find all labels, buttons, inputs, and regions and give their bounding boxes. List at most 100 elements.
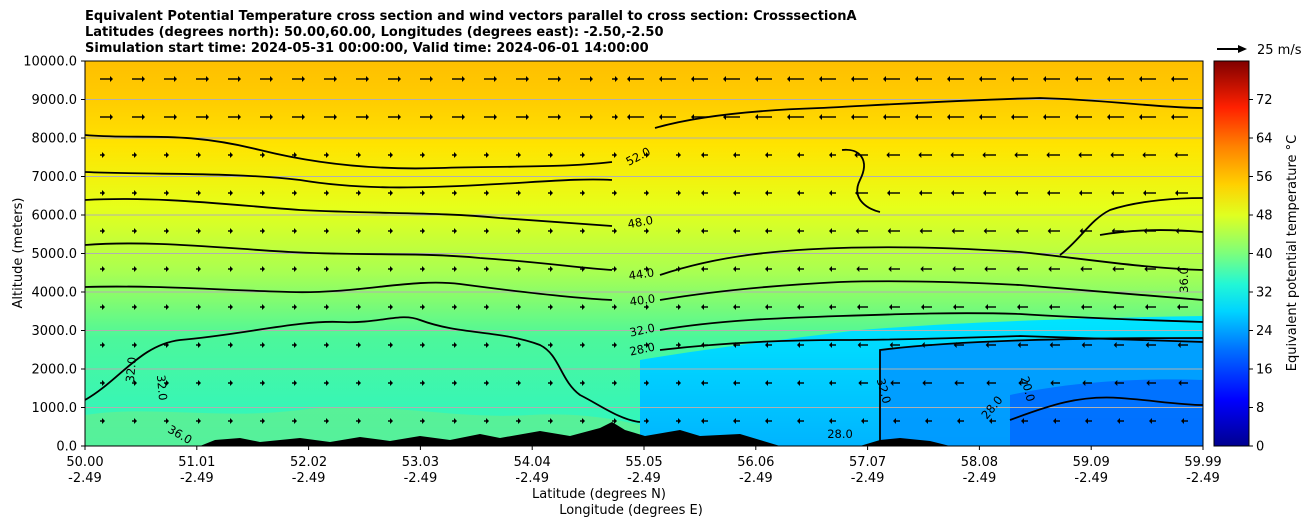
wind-vector-head: [701, 380, 704, 386]
wind-vector-head: [888, 266, 892, 272]
wind-vector-head: [646, 342, 649, 348]
wind-vector-head: [398, 76, 401, 82]
wind-vector-head: [979, 76, 982, 82]
x-tick-label-lat: 50.00: [66, 455, 103, 470]
wind-vector-head: [1171, 76, 1174, 82]
x-tick-label-lon: -2.49: [404, 471, 438, 486]
wind-vector-head: [797, 190, 800, 196]
wind-vector-head: [294, 342, 297, 348]
wind-vector-head: [550, 304, 553, 310]
wind-vector-head: [326, 190, 329, 196]
x-tick-label-lat: 55.05: [625, 455, 662, 470]
wind-vector-head: [691, 114, 694, 120]
wind-vector-head: [390, 304, 393, 310]
wind-vector-head: [797, 152, 800, 158]
wind-vector-head: [486, 380, 489, 386]
wind-vector-head: [646, 152, 649, 158]
wind-vector-head: [883, 76, 886, 82]
wind-vector-head: [422, 418, 425, 424]
wind-vector-head: [951, 228, 955, 234]
wind-vector-head: [454, 152, 457, 158]
wind-vector-head: [678, 228, 681, 234]
wind-vector-head: [851, 114, 854, 120]
wind-vector-head: [886, 152, 890, 158]
wind-vector-head: [678, 342, 681, 348]
cold-core-deep: [1010, 379, 1203, 446]
wind-vector-head: [1177, 304, 1180, 310]
colorbar-tick-label: 48: [1256, 209, 1273, 224]
wind-vector-head: [887, 228, 891, 234]
wind-vector-head: [1016, 266, 1020, 272]
wind-vector-head: [1111, 228, 1115, 234]
contour-line: [85, 316, 641, 423]
wind-vector-head: [582, 152, 585, 158]
wind-vector-head: [1111, 190, 1114, 196]
wind-vector-head: [326, 304, 329, 310]
wind-vector-head: [142, 114, 145, 120]
wind-vector-head: [422, 342, 425, 348]
contour-line: [1099, 229, 1203, 236]
wind-vector-head: [678, 152, 681, 158]
wind-vector-head: [1114, 380, 1118, 386]
grid-lines: [85, 61, 1203, 446]
wind-vector-head: [102, 342, 105, 348]
wind-vector-head: [1112, 266, 1116, 272]
y-tick-label: 1000.0: [32, 401, 78, 416]
wind-vector-head: [486, 342, 489, 348]
wind-vector-head: [262, 266, 265, 272]
wind-vector-head: [915, 76, 918, 82]
wind-vector-head: [326, 152, 329, 158]
contour-line: [1009, 396, 1203, 421]
wind-vector-head: [518, 380, 521, 386]
wind-vector-head: [326, 418, 329, 424]
colorbar-tick-label: 40: [1256, 247, 1273, 262]
wind-vector-head: [518, 418, 521, 424]
wind-vector-head: [919, 228, 923, 234]
colorbar-tick-label: 24: [1256, 324, 1273, 339]
wind-vector-head: [390, 380, 393, 386]
wind-vector-head: [615, 76, 618, 82]
wind-vector-head: [922, 380, 926, 386]
wind-vector-head: [947, 114, 950, 120]
wind-vector-head: [921, 342, 925, 348]
wind-vector-head: [1171, 114, 1174, 120]
wind-vector-head: [1139, 114, 1142, 120]
y-tick-label: 9000.0: [32, 93, 78, 108]
wind-vector-head: [1181, 418, 1184, 424]
wind-vector-head: [334, 114, 337, 120]
wind-vector-head: [518, 228, 521, 234]
wind-vector-head: [454, 266, 457, 272]
wind-vector-head: [953, 342, 957, 348]
wind-vector-head: [550, 380, 553, 386]
wind-vector-head: [262, 152, 265, 158]
wind-vector-head: [614, 342, 617, 348]
wind-vector-head: [733, 418, 736, 424]
wind-vector-head: [986, 380, 990, 386]
wind-vector-head: [358, 380, 361, 386]
wind-vector-head: [486, 152, 489, 158]
wind-vector-head: [198, 228, 201, 234]
wind-vector-head: [646, 418, 649, 424]
x-tick-label-lat: 53.03: [402, 455, 439, 470]
wind-vector-head: [701, 342, 704, 348]
wind-vector-head: [678, 380, 681, 386]
wind-vector-head: [1176, 266, 1180, 272]
wind-vector-head: [486, 266, 489, 272]
wind-vector-head: [1145, 304, 1148, 310]
wind-vector-head: [142, 76, 145, 82]
x-tick-label-lat: 57.07: [849, 455, 886, 470]
wind-vector-head: [358, 304, 361, 310]
wind-vector-head: [294, 190, 297, 196]
wind-vector-head: [230, 380, 233, 386]
colorbar-tick-label: 72: [1256, 93, 1273, 108]
wind-vector-head: [678, 304, 681, 310]
wind-vector-head: [819, 114, 822, 120]
wind-vector-head: [518, 152, 521, 158]
wind-vector-head: [302, 76, 305, 82]
contour-line: [654, 97, 1203, 129]
wind-vector-head: [1053, 418, 1056, 424]
wind-vector-head: [1149, 418, 1152, 424]
x-tick-label-lon: -2.49: [515, 471, 549, 486]
wind-vector-head: [1107, 76, 1110, 82]
wind-vector-head: [550, 418, 553, 424]
